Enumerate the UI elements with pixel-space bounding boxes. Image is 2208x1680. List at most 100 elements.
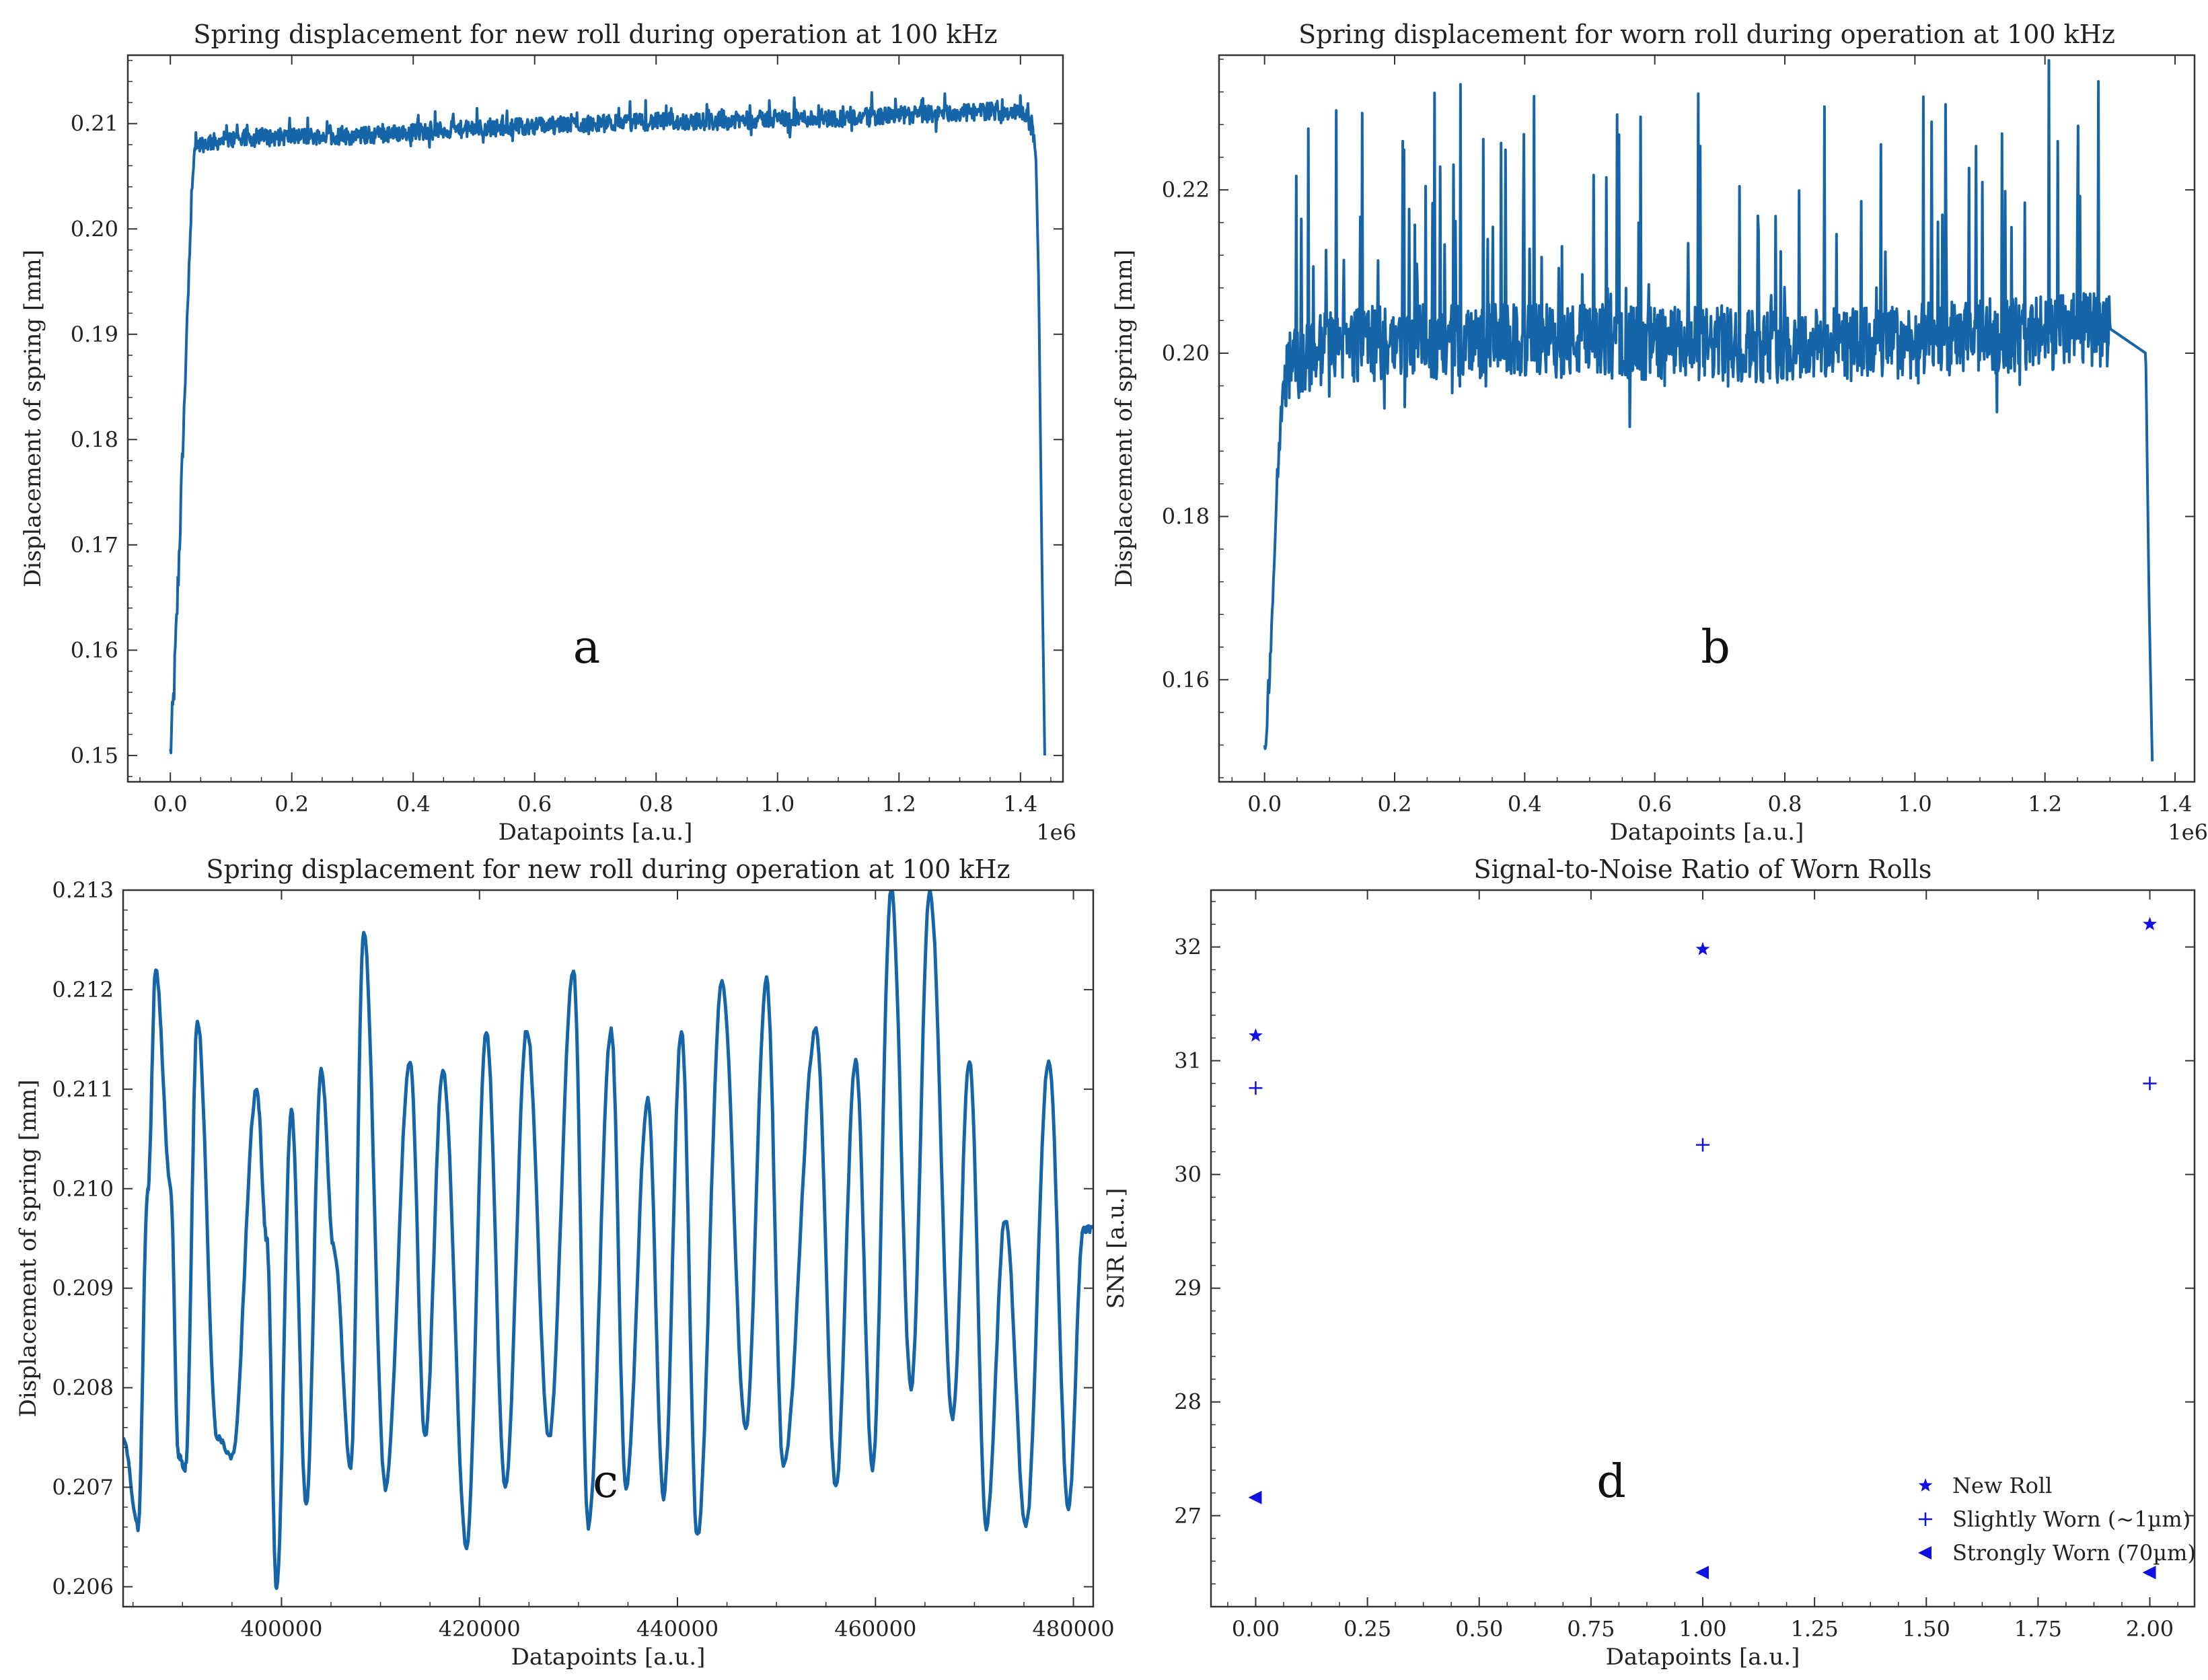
x-tick-label: 1.0 — [760, 791, 795, 817]
x-tick-label: 0.00 — [1232, 1616, 1280, 1642]
x-tick-label: 0.8 — [639, 791, 673, 817]
x-tick-label: 0.6 — [517, 791, 552, 817]
y-tick-label: 30 — [1174, 1162, 1202, 1188]
panel-d: 0.00 0.25 0.50 0.75 1.00 1.25 1.50 1.75 2.00 27 28… — [1103, 854, 2196, 1671]
y-tick-label: 0.207 — [52, 1475, 114, 1500]
y-tick-label: 29 — [1174, 1276, 1202, 1301]
y-tick-label: 0.18 — [1162, 504, 1210, 529]
x-tick-label: 1.4 — [2158, 791, 2193, 817]
x-tick-label: 1.00 — [1679, 1616, 1726, 1642]
marker-slightly-worn — [1249, 1081, 1263, 1095]
legend-marker-strongly-worn — [1918, 1546, 1931, 1560]
legend-label: Slightly Worn (~1µm) — [1952, 1506, 2191, 1532]
x-axis-label: Datapoints [a.u.] — [1610, 819, 1804, 846]
marker-strongly-worn — [2142, 1566, 2156, 1580]
x-tick-label: 1.0 — [1898, 791, 1932, 817]
x-tick-label: 1.50 — [1903, 1616, 1950, 1642]
y-tick-label: 0.22 — [1162, 177, 1210, 203]
x-tick-label: 0.2 — [1378, 791, 1412, 817]
x-tick-label: 460000 — [834, 1616, 916, 1642]
plot-area-b — [1263, 59, 2154, 762]
y-tick-label: 0.21 — [71, 111, 118, 137]
chart-title: Signal-to-Noise Ratio of Worn Rolls — [1474, 854, 1932, 884]
panel-label: d — [1596, 1455, 1626, 1508]
y-tick-label: 28 — [1174, 1389, 1202, 1415]
y-axis-label: Displacement of spring [mm] — [1111, 250, 1138, 587]
y-tick-label: 32 — [1174, 935, 1202, 960]
x-tick-label: 480000 — [1032, 1616, 1114, 1642]
plot-area-a — [169, 91, 1046, 756]
panel-b: 0.0 0.2 0.4 0.6 0.8 1.0 1.2 1.4 0.16 0.18 0.20 0.22… — [1111, 20, 2208, 846]
plot-area-d — [1248, 916, 2157, 1580]
legend-label: New Roll — [1952, 1473, 2052, 1498]
x-tick-label: 0.2 — [274, 791, 309, 817]
x-tick-label: 1.4 — [1003, 791, 1037, 817]
x-tick-label: 1.2 — [2028, 791, 2062, 817]
chart-title: Spring displacement for worn roll during… — [1298, 20, 2115, 49]
x-tick-label: 0.0 — [153, 791, 188, 817]
y-tick-label: 0.209 — [52, 1276, 114, 1301]
chart-title: Spring displacement for new roll during … — [206, 854, 1010, 884]
x-tick-label: 1.2 — [882, 791, 916, 817]
legend-marker-slightly-worn — [1919, 1512, 1932, 1526]
x-tick-label: 0.6 — [1637, 791, 1672, 817]
x-offset-label: 1e6 — [1036, 819, 1076, 845]
x-tick-label: 0.75 — [1567, 1616, 1615, 1642]
marker-strongly-worn — [1695, 1566, 1709, 1580]
marker-slightly-worn — [1696, 1138, 1709, 1152]
marker-slightly-worn — [2143, 1076, 2157, 1091]
series-line-c — [123, 890, 1093, 1591]
x-tick-label: 1.25 — [1791, 1616, 1839, 1642]
x-axis-label: Datapoints [a.u.] — [511, 1644, 706, 1671]
x-tick-label: 440000 — [636, 1616, 719, 1642]
y-axis-label: Displacement of spring [mm] — [20, 250, 46, 587]
legend-marker-new-roll — [1918, 1478, 1933, 1492]
y-tick-label: 31 — [1174, 1048, 1202, 1074]
y-tick-label: 0.15 — [71, 743, 118, 768]
y-tick-label: 0.19 — [71, 322, 118, 347]
x-tick-label: 0.0 — [1247, 791, 1282, 817]
y-tick-label: 0.212 — [52, 977, 114, 1002]
x-tick-label: 0.50 — [1455, 1616, 1503, 1642]
axes-frame-d — [1210, 889, 2196, 1608]
x-tick-label: 1.75 — [2014, 1616, 2062, 1642]
y-tick-label: 27 — [1174, 1503, 1202, 1529]
panel-label: c — [593, 1455, 618, 1508]
panel-label: b — [1701, 621, 1730, 674]
series-line-a — [169, 91, 1046, 756]
y-tick-label: 0.16 — [71, 637, 118, 663]
y-tick-label: 0.20 — [71, 216, 118, 242]
y-tick-label: 0.213 — [52, 877, 114, 903]
panel-label: a — [573, 621, 601, 674]
x-tick-label: 400000 — [240, 1616, 322, 1642]
panel-c: 400000 420000 440000 460000 480000 0.206 0.207… — [15, 854, 1115, 1671]
legend-label: Strongly Worn (70µm) — [1952, 1540, 2196, 1566]
marker-new-roll — [1695, 941, 1710, 955]
y-axis-label: SNR [a.u.] — [1103, 1188, 1130, 1309]
marker-strongly-worn — [1248, 1490, 1262, 1504]
x-offset-label: 1e6 — [2168, 819, 2208, 845]
series-line-b — [1263, 59, 2154, 762]
marker-new-roll — [2143, 916, 2157, 930]
plot-area-c — [123, 890, 1093, 1591]
x-tick-label: 0.25 — [1344, 1616, 1391, 1642]
x-tick-label: 0.4 — [396, 791, 431, 817]
x-tick-label: 2.00 — [2126, 1616, 2174, 1642]
x-tick-label: 0.4 — [1508, 791, 1542, 817]
panel-a: 0.0 0.2 0.4 0.6 0.8 1.0 1.2 1.4 0.15 0.16 0.17 0.18… — [20, 20, 1076, 846]
y-tick-label: 0.16 — [1162, 667, 1210, 692]
y-tick-label: 0.208 — [52, 1375, 114, 1401]
marker-new-roll — [1249, 1028, 1263, 1042]
y-tick-label: 0.206 — [52, 1574, 114, 1599]
y-tick-label: 0.20 — [1162, 340, 1210, 366]
chart-title: Spring displacement for new roll during … — [193, 20, 997, 49]
y-axis-label: Displacement of spring [mm] — [15, 1079, 42, 1417]
y-tick-label: 0.18 — [71, 427, 118, 452]
y-tick-label: 0.210 — [52, 1176, 114, 1202]
x-tick-label: 420000 — [439, 1616, 521, 1642]
x-tick-label: 0.8 — [1768, 791, 1802, 817]
y-tick-label: 0.17 — [71, 532, 118, 558]
x-axis-label: Datapoints [a.u.] — [499, 819, 693, 846]
y-tick-label: 0.211 — [52, 1076, 114, 1102]
